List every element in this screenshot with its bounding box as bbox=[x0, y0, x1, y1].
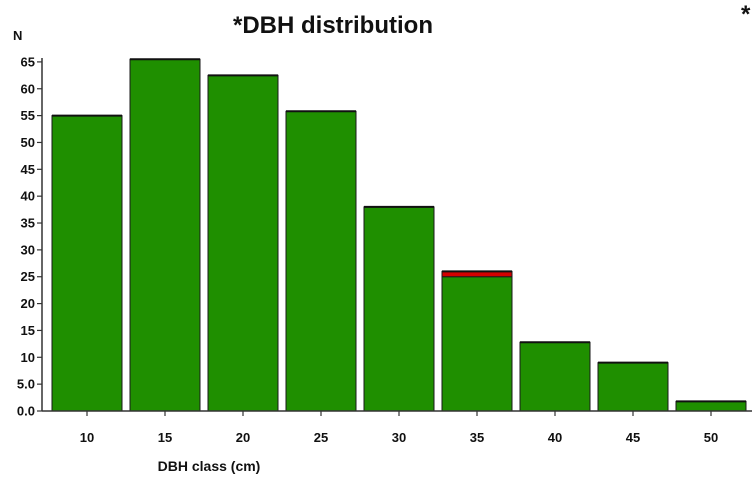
y-tick-label: 65 bbox=[21, 54, 35, 69]
y-tick-label: 55 bbox=[21, 108, 35, 123]
y-tick-label: 45 bbox=[21, 162, 35, 177]
x-tick-label: 50 bbox=[704, 430, 718, 445]
y-tick-label: 40 bbox=[21, 189, 35, 204]
bar bbox=[676, 401, 746, 411]
x-tick-label: 30 bbox=[392, 430, 406, 445]
x-tick-label: 25 bbox=[314, 430, 328, 445]
x-tick-label: 10 bbox=[80, 430, 94, 445]
bar bbox=[442, 277, 512, 411]
y-tick-label: 60 bbox=[21, 81, 35, 96]
bar bbox=[130, 59, 200, 411]
bar bbox=[520, 342, 590, 411]
y-tick-label: 10 bbox=[21, 350, 35, 365]
right-edge-text: * bbox=[741, 1, 751, 28]
bar bbox=[286, 111, 356, 411]
y-tick-label: 25 bbox=[21, 269, 35, 284]
y-tick-label: 5.0 bbox=[17, 377, 35, 392]
x-tick-label: 35 bbox=[470, 430, 484, 445]
chart-title: *DBH distribution bbox=[233, 12, 433, 39]
y-axis: 0.0 5.0 10 15 20 25 30 35 40 45 50 55 60 65 bbox=[17, 54, 42, 418]
x-tick-label: 20 bbox=[236, 430, 250, 445]
x-tick-label: 45 bbox=[626, 430, 640, 445]
bar bbox=[598, 363, 668, 411]
x-tick-label: 15 bbox=[158, 430, 172, 445]
y-tick-label: 35 bbox=[21, 216, 35, 231]
x-axis-label: DBH class (cm) bbox=[158, 458, 261, 474]
y-tick-label: 0.0 bbox=[17, 404, 35, 419]
y-axis-label: N bbox=[13, 28, 22, 43]
bars bbox=[52, 59, 746, 411]
bar bbox=[364, 207, 434, 411]
bar bbox=[52, 116, 122, 411]
y-tick-label: 50 bbox=[21, 135, 35, 150]
y-tick-label: 20 bbox=[21, 296, 35, 311]
y-tick-label: 30 bbox=[21, 242, 35, 257]
x-tick-label: 40 bbox=[548, 430, 562, 445]
bar bbox=[208, 75, 278, 411]
y-tick-label: 15 bbox=[21, 323, 35, 338]
x-axis: 10 15 20 25 30 35 40 45 50 bbox=[42, 411, 752, 445]
